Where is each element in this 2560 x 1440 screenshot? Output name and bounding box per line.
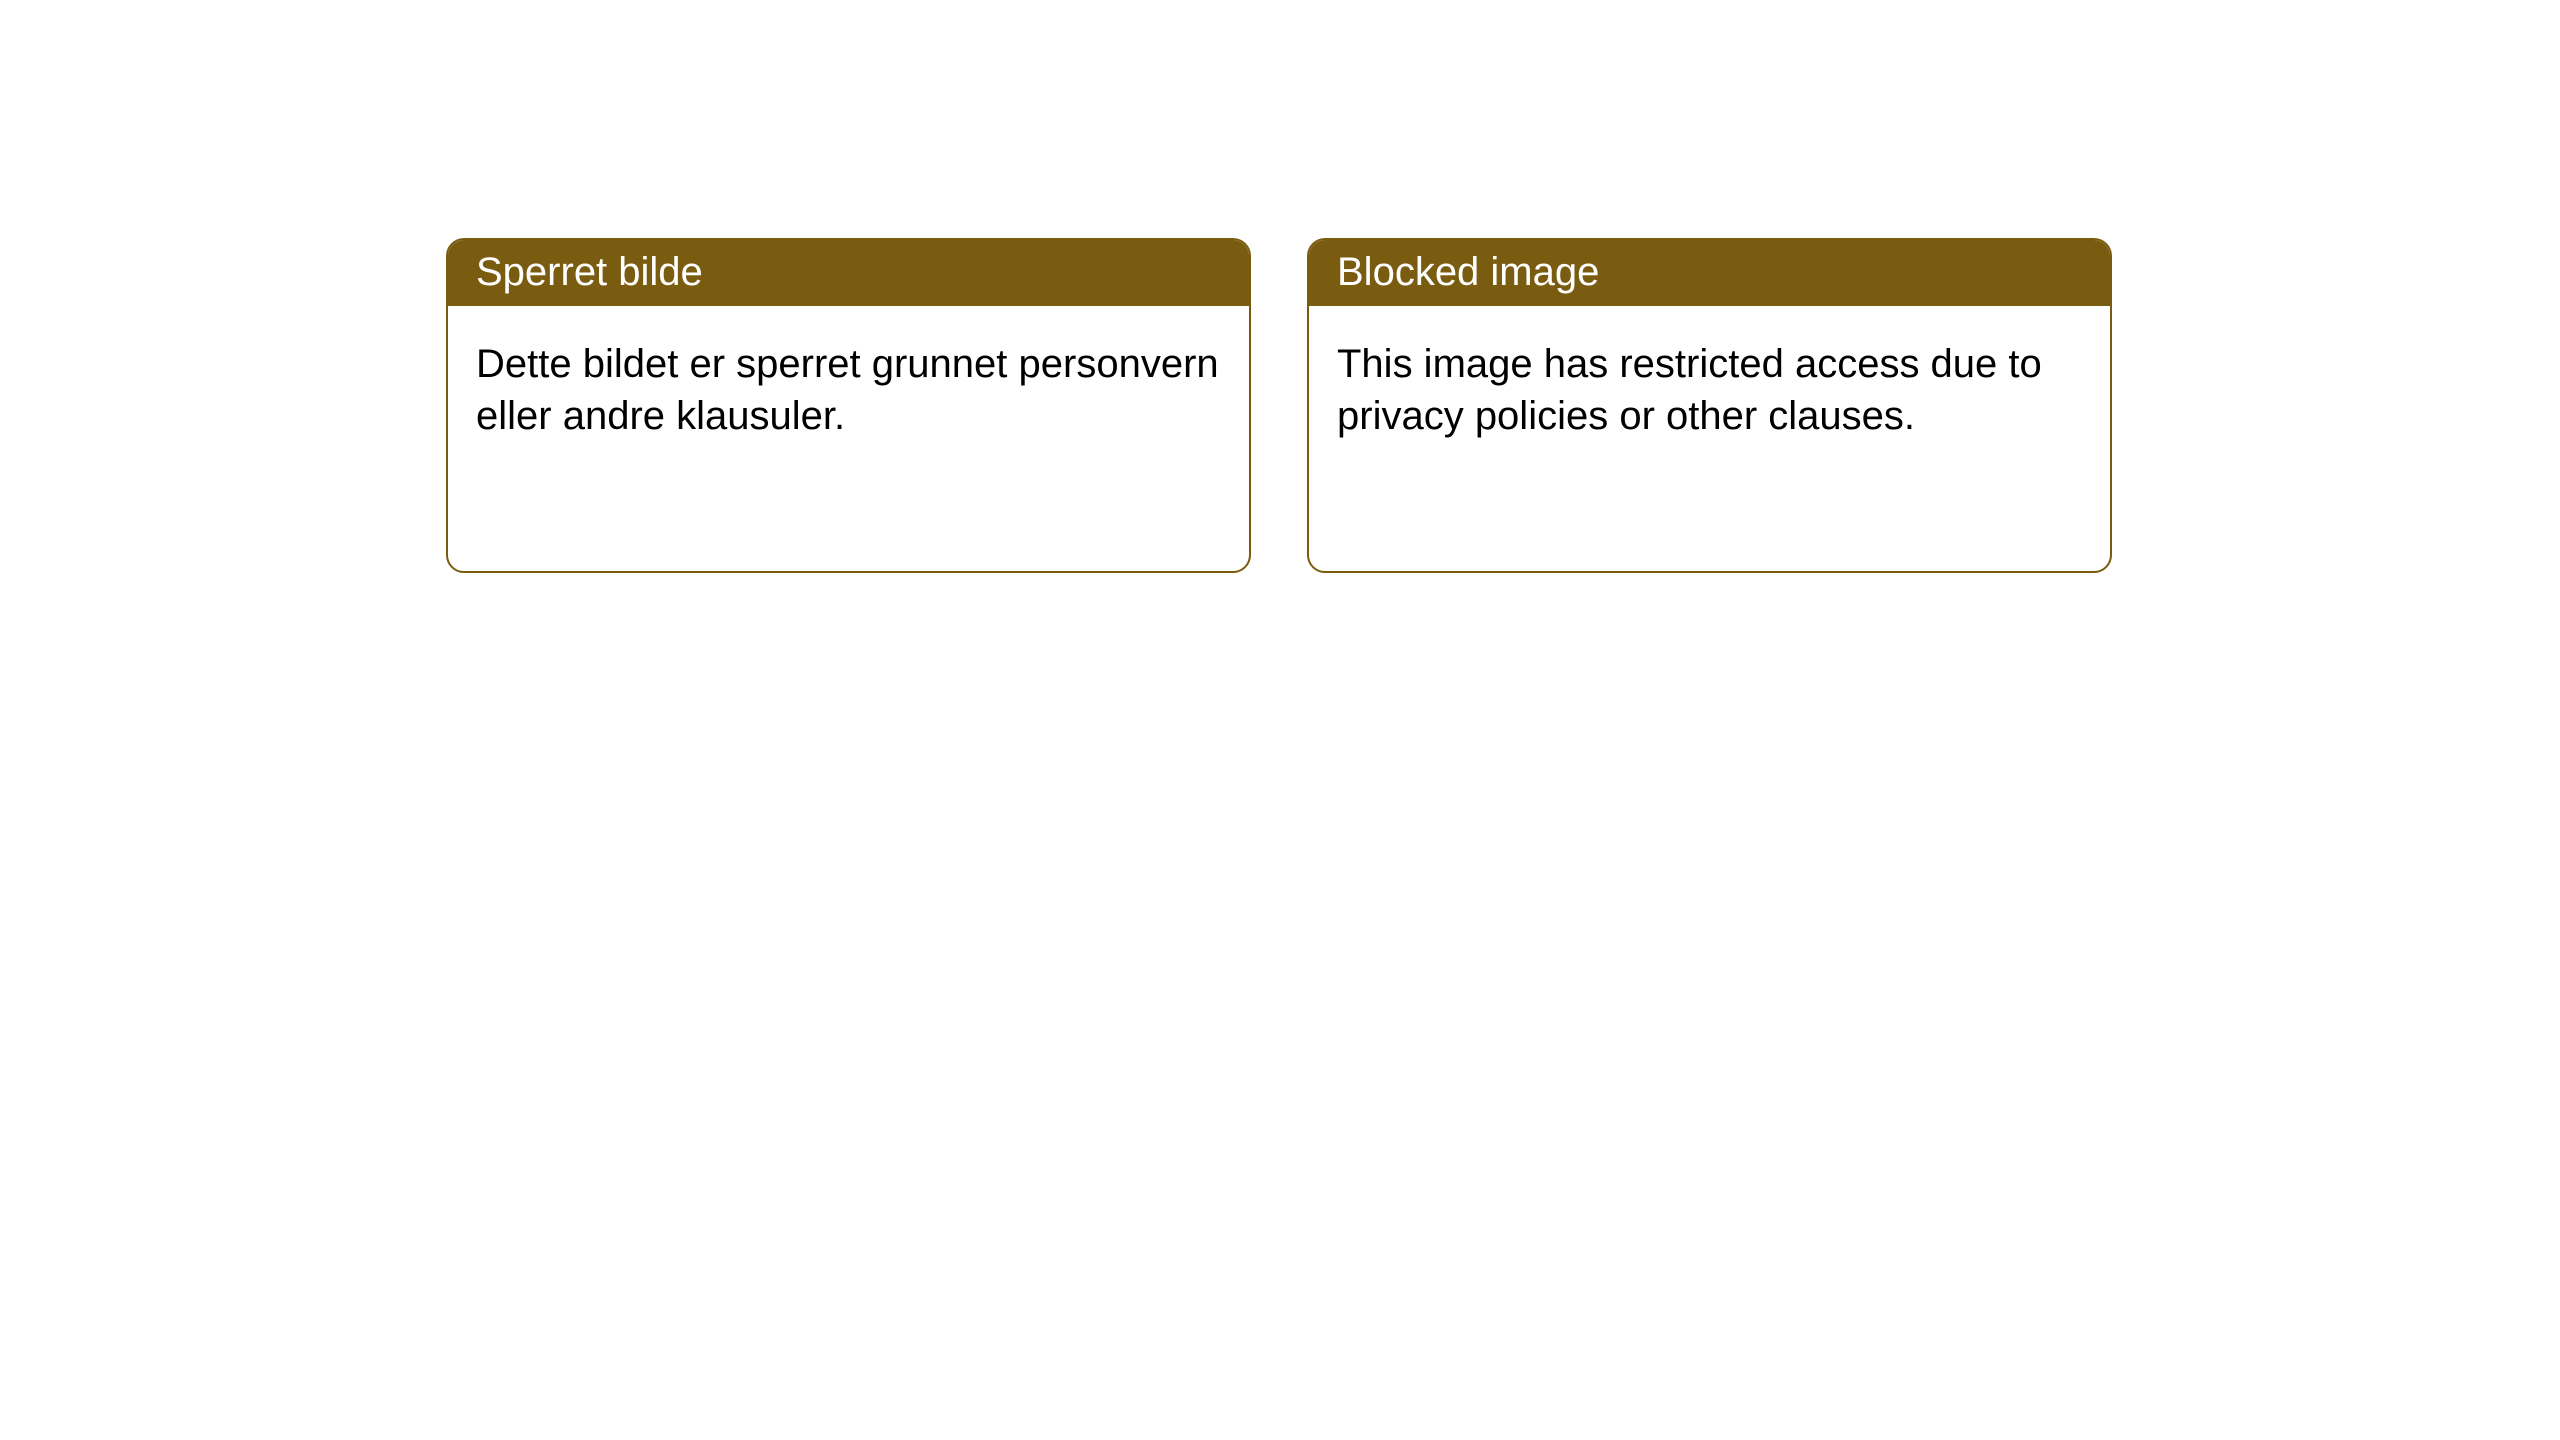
- notice-card-no: Sperret bilde Dette bildet er sperret gr…: [446, 238, 1251, 573]
- notice-body-en: This image has restricted access due to …: [1309, 306, 2110, 474]
- notice-header-no: Sperret bilde: [448, 240, 1249, 306]
- notice-body-no: Dette bildet er sperret grunnet personve…: [448, 306, 1249, 474]
- notice-container: Sperret bilde Dette bildet er sperret gr…: [0, 0, 2560, 573]
- notice-header-en: Blocked image: [1309, 240, 2110, 306]
- notice-card-en: Blocked image This image has restricted …: [1307, 238, 2112, 573]
